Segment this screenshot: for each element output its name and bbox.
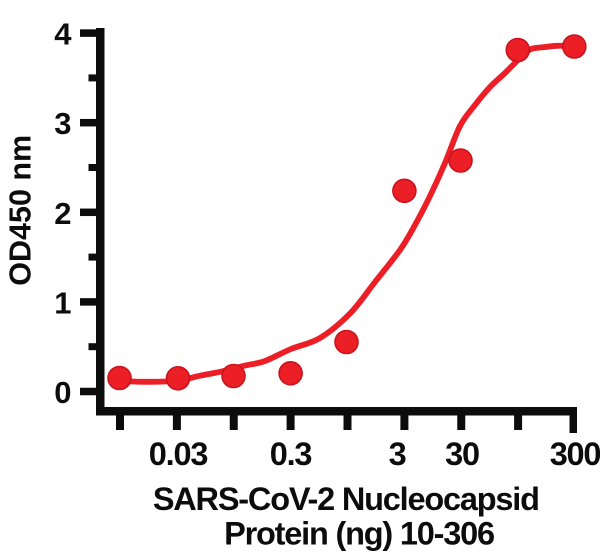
svg-text:OD450 nm: OD450 nm: [4, 135, 38, 286]
svg-text:0.3: 0.3: [270, 436, 312, 472]
svg-text:0: 0: [54, 375, 71, 410]
svg-text:Protein (ng) 10-306: Protein (ng) 10-306: [224, 516, 494, 552]
svg-text:3: 3: [389, 436, 406, 472]
svg-text:SARS-CoV-2 Nucleocapsid: SARS-CoV-2 Nucleocapsid: [153, 481, 539, 517]
svg-text:30: 30: [445, 436, 479, 472]
svg-text:0.03: 0.03: [149, 436, 208, 472]
svg-text:3: 3: [54, 106, 71, 141]
svg-text:4: 4: [54, 17, 72, 52]
svg-text:2: 2: [54, 196, 71, 231]
svg-text:300: 300: [550, 436, 600, 472]
svg-text:1: 1: [54, 285, 71, 320]
